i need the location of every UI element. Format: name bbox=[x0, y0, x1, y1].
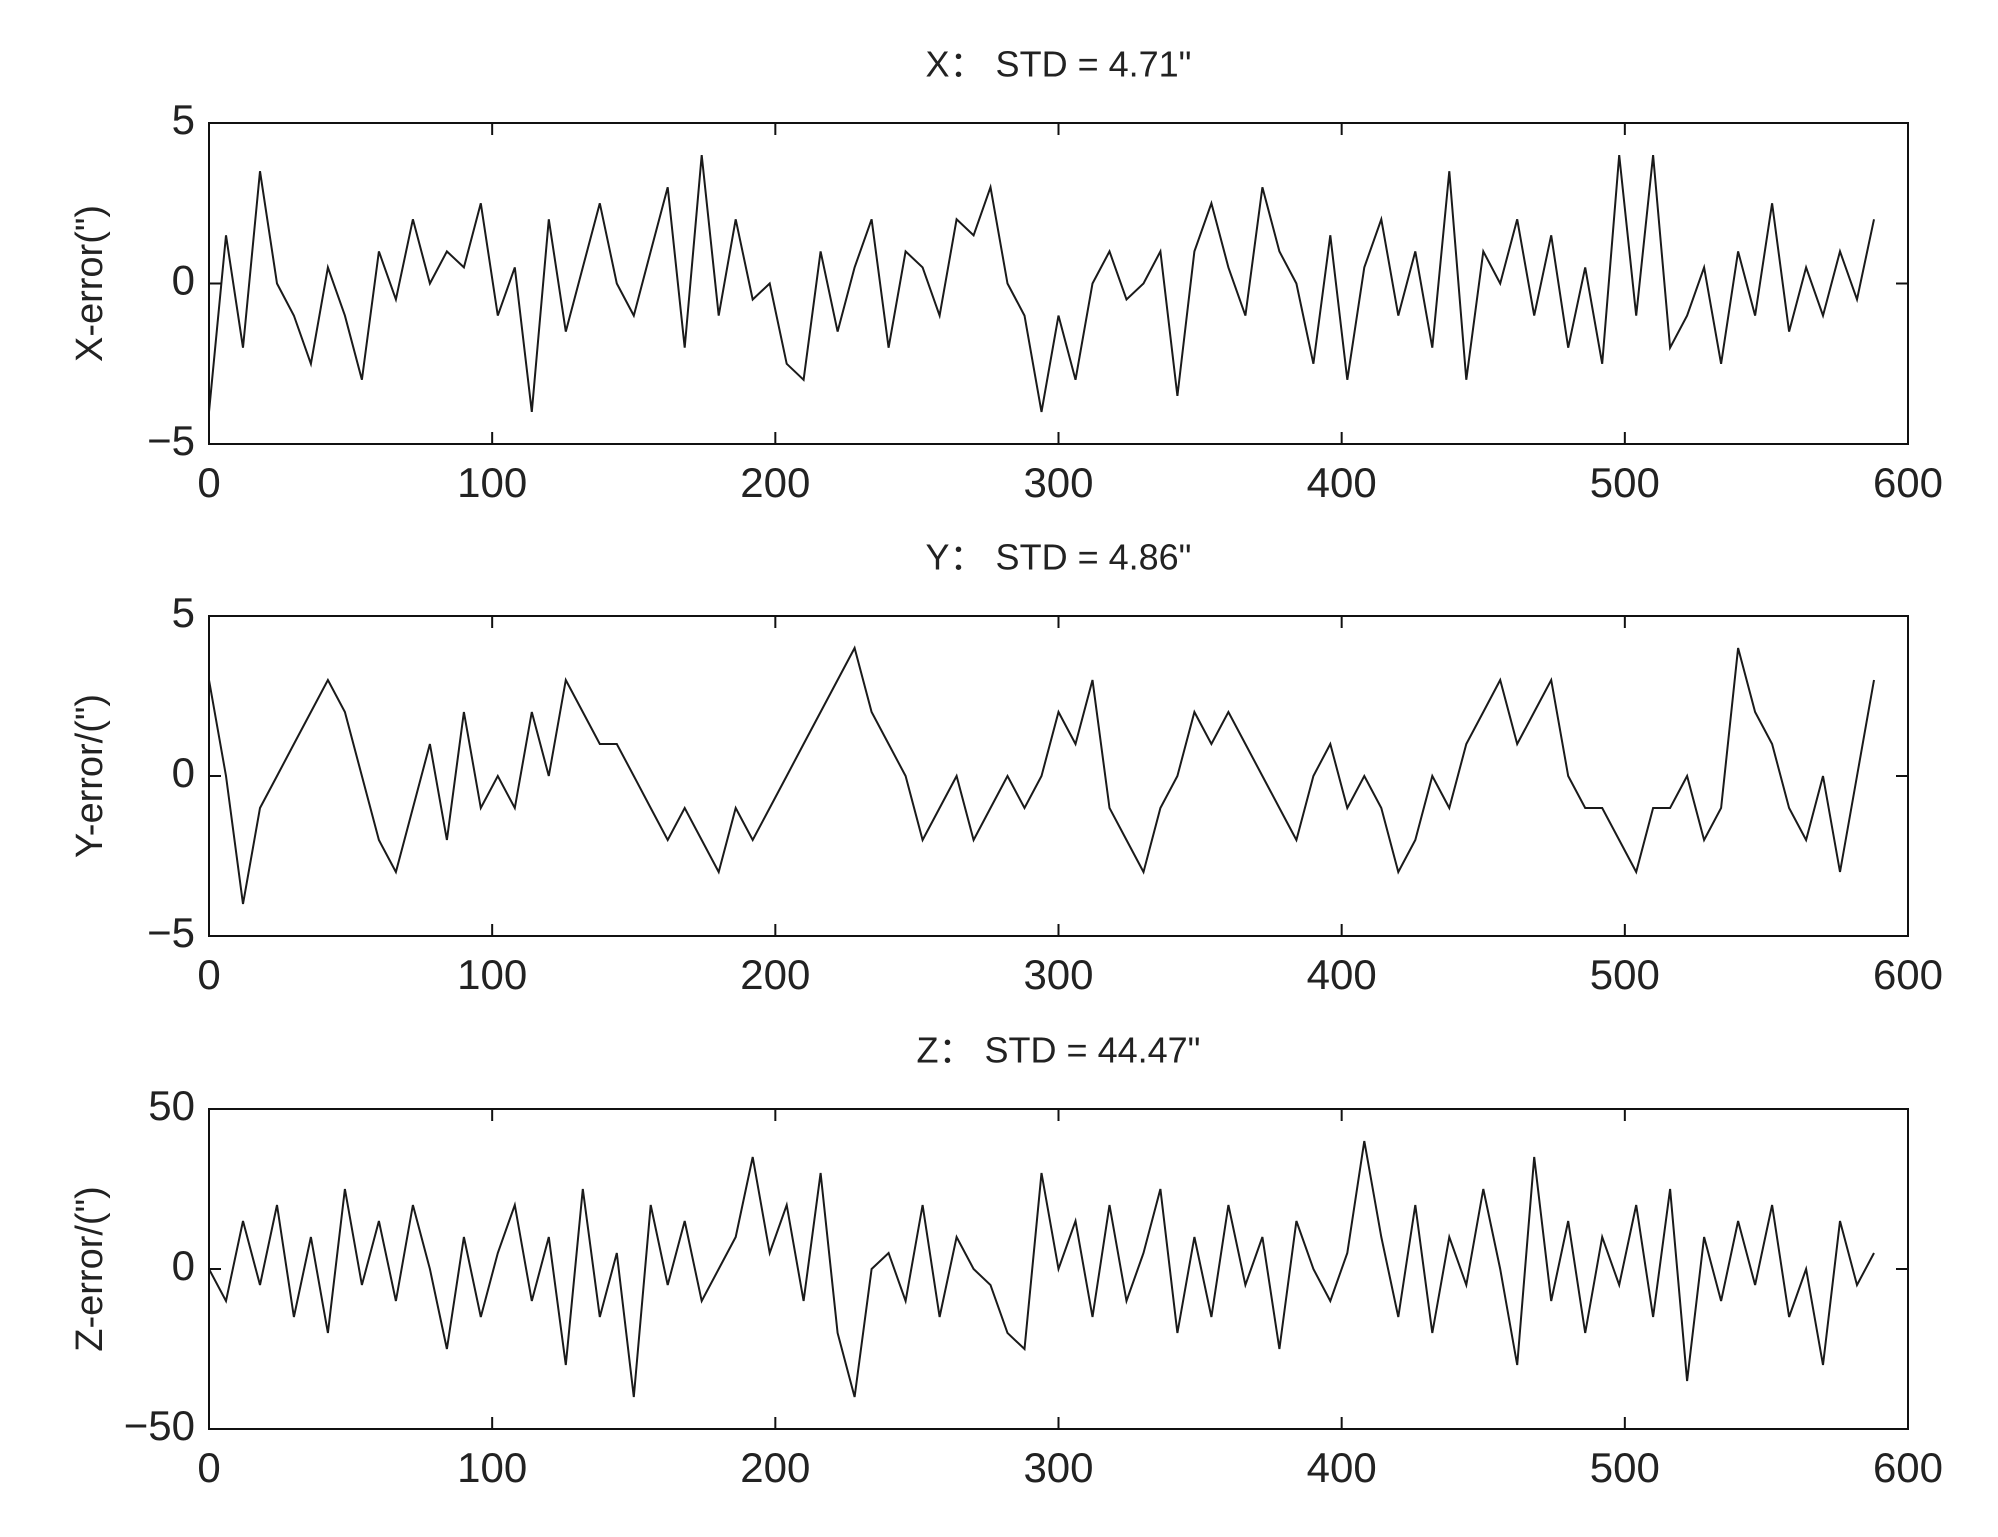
y-tick-label: −5 bbox=[147, 909, 195, 956]
x-tick-label: 200 bbox=[740, 1444, 810, 1491]
x-tick-label: 200 bbox=[740, 951, 810, 998]
x-tick-label: 100 bbox=[457, 1444, 527, 1491]
data-line bbox=[208, 645, 1875, 905]
x-tick-label: 500 bbox=[1590, 951, 1660, 998]
x-tick-label: 0 bbox=[197, 459, 220, 506]
x-tick-label: 300 bbox=[1023, 951, 1093, 998]
panel-title: X： STD = 4.71" bbox=[926, 44, 1192, 85]
x-tick-label: 400 bbox=[1307, 459, 1377, 506]
x-tick-label: 600 bbox=[1873, 459, 1943, 506]
y-tick-label: 5 bbox=[172, 589, 195, 636]
panel-title: Y： STD = 4.86" bbox=[926, 537, 1192, 578]
x-tick-label: 400 bbox=[1307, 1444, 1377, 1491]
x-tick-label: 300 bbox=[1023, 1444, 1093, 1491]
y-axis-label: Z-error/(") bbox=[69, 1186, 111, 1351]
y-axis-label: Y-error/(") bbox=[69, 694, 111, 858]
x-tick-label: 100 bbox=[457, 459, 527, 506]
x-tick-label: 500 bbox=[1590, 459, 1660, 506]
y-tick-label: 0 bbox=[172, 257, 195, 304]
x-tick-label: 200 bbox=[740, 459, 810, 506]
y-tick-label: −50 bbox=[124, 1402, 195, 1449]
y-tick-label: 5 bbox=[172, 96, 195, 143]
x-tick-label: 0 bbox=[197, 951, 220, 998]
x-tick-label: 500 bbox=[1590, 1444, 1660, 1491]
x-tick-label: 600 bbox=[1873, 1444, 1943, 1491]
panel-title: Z： STD = 44.47" bbox=[917, 1030, 1201, 1071]
y-tick-label: 50 bbox=[148, 1082, 195, 1129]
data-line bbox=[208, 1140, 1875, 1398]
data-line bbox=[208, 154, 1875, 413]
plot-frame bbox=[208, 615, 1909, 937]
y-tick-label: 0 bbox=[172, 749, 195, 796]
y-axis-label: X-error(") bbox=[69, 205, 111, 362]
y-tick-label: 0 bbox=[172, 1242, 195, 1289]
y-tick-label: −5 bbox=[147, 417, 195, 464]
x-tick-label: 600 bbox=[1873, 951, 1943, 998]
plot-frame bbox=[208, 122, 1909, 445]
x-tick-label: 400 bbox=[1307, 951, 1377, 998]
x-tick-label: 100 bbox=[457, 951, 527, 998]
x-tick-label: 0 bbox=[197, 1444, 220, 1491]
x-tick-label: 300 bbox=[1023, 459, 1093, 506]
